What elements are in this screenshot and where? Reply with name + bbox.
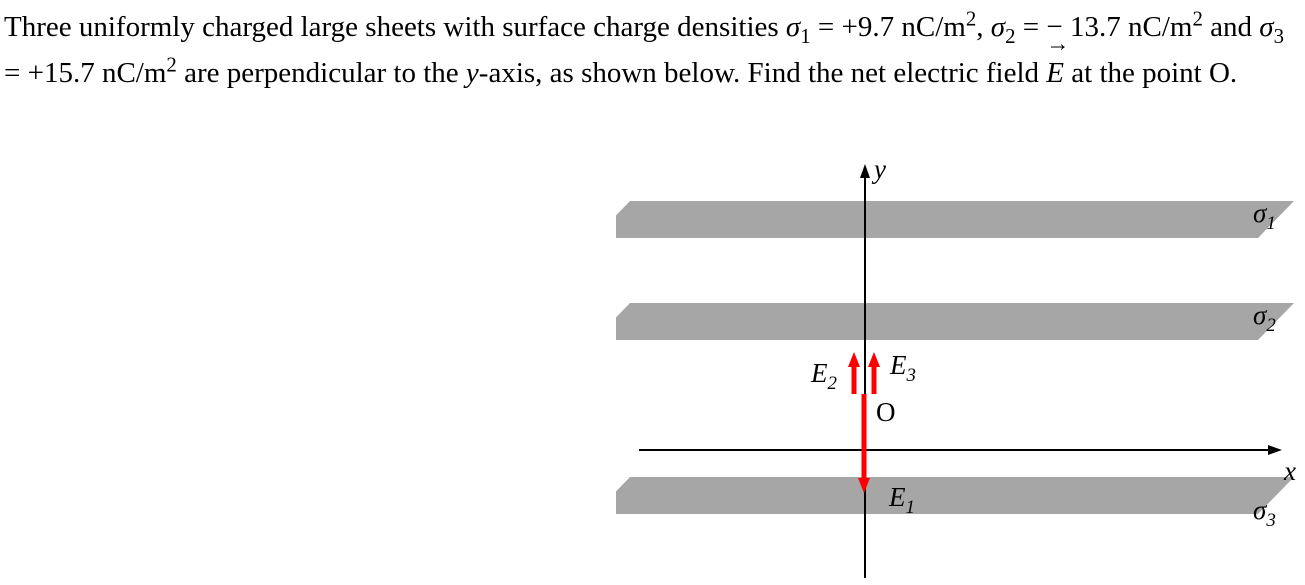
origin-label: O [876,397,896,427]
x-axis-arrow [1268,445,1282,455]
y-axis-label: y [871,158,886,184]
sheet-sigma2 [616,303,1294,340]
label-sigma3: σ3 [1253,495,1276,531]
y-axis-arrow [860,164,870,178]
sheets-diagram: yxσ1σ2σ3OE1E2E3 [616,158,1305,585]
label-E3: E3 [889,350,916,386]
problem-statement: Three uniformly charged large sheets wit… [4,4,1301,97]
label-E2: E2 [810,358,838,394]
arrowhead-E2 [848,352,860,367]
arrowhead-E3 [868,352,880,367]
sheet-sigma3 [616,477,1294,514]
sheet-sigma1 [616,201,1294,238]
x-axis-label: x [1283,456,1296,486]
problem-text-content: Three uniformly charged large sheets wit… [4,11,1284,89]
